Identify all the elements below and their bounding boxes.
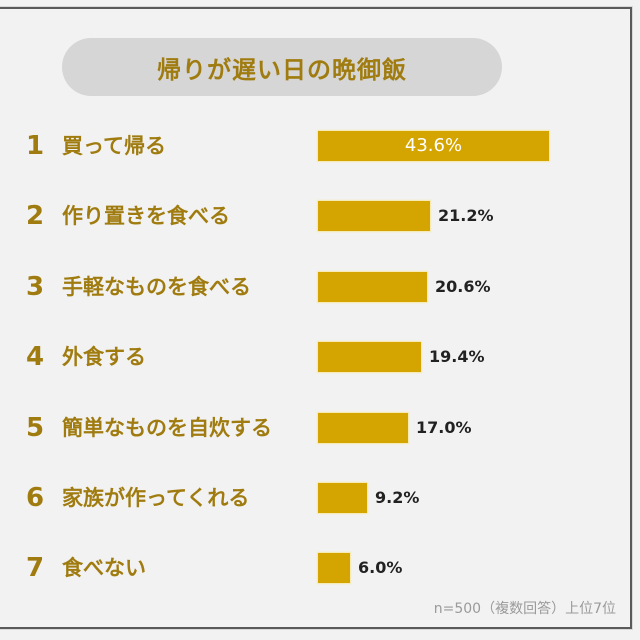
bar (318, 201, 430, 231)
row-label: 手軽なものを食べる (62, 275, 251, 299)
row-label: 食べない (62, 556, 146, 580)
bar-value-label: 20.6% (435, 277, 491, 296)
title-pill: 帰りが遅い日の晩御飯 (62, 38, 502, 96)
rank-number: 6 (25, 483, 45, 513)
bar (318, 553, 350, 583)
ranking-row: 7 食べない 6.0% (0, 548, 640, 588)
ranking-row: 5 簡単なものを自炊する 17.0% (0, 408, 640, 448)
row-label: 簡単なものを自炊する (62, 416, 272, 440)
row-label: 家族が作ってくれる (62, 486, 250, 510)
ranking-row: 4 外食する 19.4% (0, 337, 640, 377)
bar-value-label: 6.0% (358, 558, 403, 577)
rank-number: 5 (25, 413, 45, 443)
row-label: 買って帰る (62, 134, 166, 158)
ranking-row: 2 作り置きを食べる 21.2% (0, 196, 640, 236)
bar-value-label: 43.6% (404, 135, 463, 156)
rank-number: 2 (25, 201, 45, 231)
bar-value-label: 9.2% (375, 488, 420, 507)
rank-number: 3 (25, 272, 45, 302)
bar: 43.6% (318, 131, 549, 161)
row-label: 外食する (62, 345, 146, 369)
bar-value-label: 21.2% (438, 206, 494, 225)
bar (318, 483, 367, 513)
ranking-row: 6 家族が作ってくれる 9.2% (0, 478, 640, 518)
row-label: 作り置きを食べる (62, 204, 230, 228)
ranking-row: 3 手軽なものを食べる 20.6% (0, 267, 640, 307)
bar (318, 413, 408, 443)
bar (318, 272, 427, 302)
ranking-row: 1 買って帰る 43.6% (0, 126, 640, 166)
bar-value-label: 19.4% (429, 347, 485, 366)
chart-title: 帰りが遅い日の晩御飯 (157, 55, 407, 84)
rank-number: 1 (25, 131, 45, 161)
bar-value-label: 17.0% (416, 418, 472, 437)
footnote: n=500（複数回答）上位7位 (433, 601, 616, 617)
rank-number: 4 (25, 342, 45, 372)
rank-number: 7 (25, 553, 45, 583)
bar (318, 342, 421, 372)
chart-frame (0, 7, 632, 629)
